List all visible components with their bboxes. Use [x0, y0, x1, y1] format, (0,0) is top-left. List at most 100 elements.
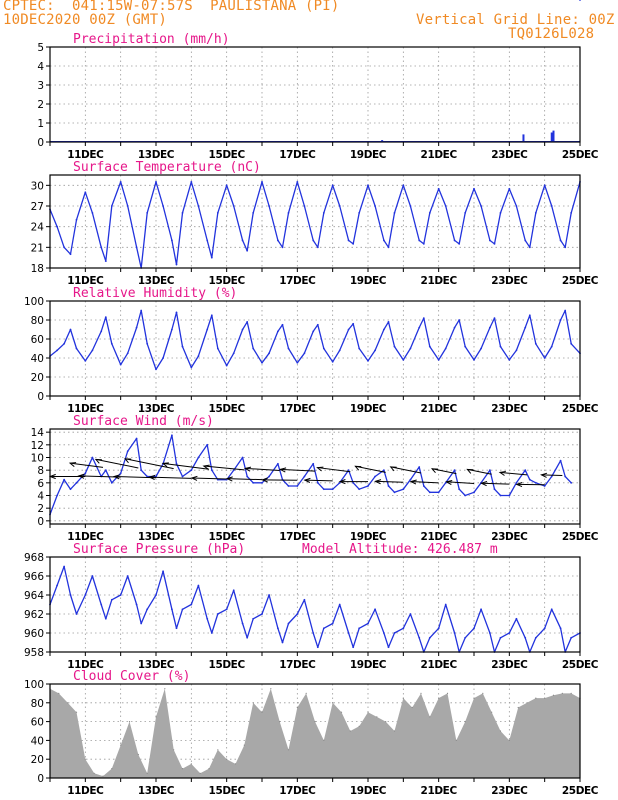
- wind-data-point: [268, 475, 270, 478]
- humidity-data-point: [543, 357, 546, 359]
- wind-data-point: [444, 481, 447, 484]
- pressure-data-point: [489, 632, 491, 634]
- humidity-data-point: [559, 319, 562, 321]
- wind-arrow-head: [354, 465, 362, 471]
- y-tick-label: 2: [37, 503, 44, 515]
- cloud-data-point: [102, 775, 104, 777]
- pressure-data-point: [428, 636, 431, 639]
- wind-arrow-head: [68, 462, 77, 467]
- wind-arrow-head: [303, 477, 311, 483]
- x-tick-label: 21DEC: [421, 149, 458, 161]
- humidity-data-point: [402, 359, 405, 361]
- wind-data-point: [393, 491, 396, 494]
- cloud-data-point: [358, 725, 360, 727]
- wind-data-point: [358, 488, 361, 491]
- pressure-data-point: [418, 636, 421, 639]
- header-model-id: TQ0126L028: [508, 26, 595, 42]
- pressure-data-point: [171, 608, 173, 611]
- wind-data-point: [499, 494, 502, 497]
- pressure-data-point: [268, 594, 270, 596]
- pressure-data-point: [312, 632, 315, 634]
- temperature-data-point: [225, 184, 228, 187]
- humidity-data-point: [570, 342, 573, 345]
- temperature-data-point: [528, 246, 531, 249]
- temperature-data-point: [303, 205, 306, 207]
- temperature-data-point: [100, 246, 103, 249]
- pressure-data-point: [281, 641, 284, 644]
- wind-arrow-head: [338, 479, 346, 485]
- x-tick-label: 13DEC: [138, 785, 175, 797]
- temperature-data-point: [422, 242, 425, 245]
- header-title-left: CPTEC: 041:15W-07:57S PAULISTANA (PI): [3, 0, 340, 14]
- humidity-data-point: [453, 326, 456, 329]
- humidity-data-point: [524, 326, 527, 329]
- pressure-data-point: [252, 617, 255, 620]
- cloud-data-point: [155, 716, 157, 718]
- y-tick-label: 0: [37, 391, 44, 403]
- pressure-data-point: [316, 646, 319, 649]
- humidity-data-point: [489, 326, 491, 329]
- wind-data-point: [338, 481, 341, 484]
- pressure-data-point: [387, 646, 390, 649]
- y-tick-label: 60: [31, 334, 44, 346]
- y-tick-label: 60: [31, 717, 44, 729]
- wind-arrow-shaft: [467, 468, 492, 475]
- temperature-data-point: [241, 239, 244, 242]
- humidity-data-point: [69, 328, 72, 331]
- panel-temperature: Surface Temperature (nC) 18 21 24 27 30 11DEC 1…: [31, 160, 600, 287]
- wind-data-point: [197, 456, 200, 459]
- pressure-data-point: [277, 627, 279, 630]
- panel-cloud: Cloud Cover (%) 0 20 40 60 80 100 11DEC 13DEC 15D…: [24, 669, 599, 797]
- wind-arrow-head: [515, 482, 523, 488]
- humidity-data-point: [480, 347, 482, 350]
- temperature-data-point: [296, 180, 299, 183]
- y-tick-label: 4: [37, 491, 44, 503]
- cloud-data-point: [67, 702, 69, 704]
- humidity-data-point: [534, 342, 537, 345]
- x-tick-label: 19DEC: [350, 403, 387, 415]
- pressure-data-point: [225, 608, 228, 611]
- wind-arrow-head: [480, 481, 488, 487]
- x-tick-label: 21DEC: [421, 659, 458, 671]
- wind-arrow-head: [94, 458, 102, 464]
- pressure-data-point: [402, 627, 405, 630]
- temperature-data-point: [383, 239, 385, 242]
- y-tick-label: 40: [31, 735, 44, 747]
- cloud-data-point: [120, 744, 122, 746]
- pressure-data-point: [126, 575, 129, 577]
- humidity-data-point: [225, 364, 228, 367]
- humidity-data-point: [499, 345, 502, 348]
- y-tick-label: 0: [37, 516, 44, 528]
- pressure-data-point: [347, 632, 350, 634]
- pressure-data-point: [453, 632, 456, 634]
- humidity-data-point: [162, 357, 164, 359]
- temperature-data-point: [206, 239, 209, 242]
- wind-data-point: [402, 488, 405, 491]
- pressure-data-point: [338, 603, 341, 606]
- y-tick-label: 0: [37, 137, 44, 149]
- wind-data-point: [104, 469, 107, 472]
- humidity-data-point: [56, 349, 58, 352]
- cloud-data-point: [517, 706, 519, 709]
- wind-arrow-shaft: [203, 465, 245, 471]
- pressure-series-line: [49, 565, 581, 653]
- temperature-data-point: [409, 205, 412, 207]
- humidity-data-point: [197, 355, 200, 357]
- cloud-data-point: [438, 697, 440, 699]
- x-tick-label: 19DEC: [350, 785, 387, 797]
- pressure-data-point: [63, 565, 66, 568]
- cloud-data-point: [570, 692, 572, 695]
- y-tick-label: 8: [37, 465, 44, 477]
- humidity-data-point: [508, 359, 511, 361]
- wind-arrow-shaft: [431, 468, 457, 475]
- x-tick-label: 23DEC: [491, 531, 528, 543]
- temperature-data-point: [331, 184, 334, 187]
- temperature-data-point: [322, 211, 325, 214]
- x-tick-label: 13DEC: [138, 403, 175, 415]
- pressure-data-point: [352, 646, 355, 649]
- temperature-data-point: [56, 225, 58, 228]
- humidity-data-point: [75, 347, 78, 350]
- wind-data-point: [303, 475, 306, 478]
- x-tick-label: 15DEC: [209, 659, 246, 671]
